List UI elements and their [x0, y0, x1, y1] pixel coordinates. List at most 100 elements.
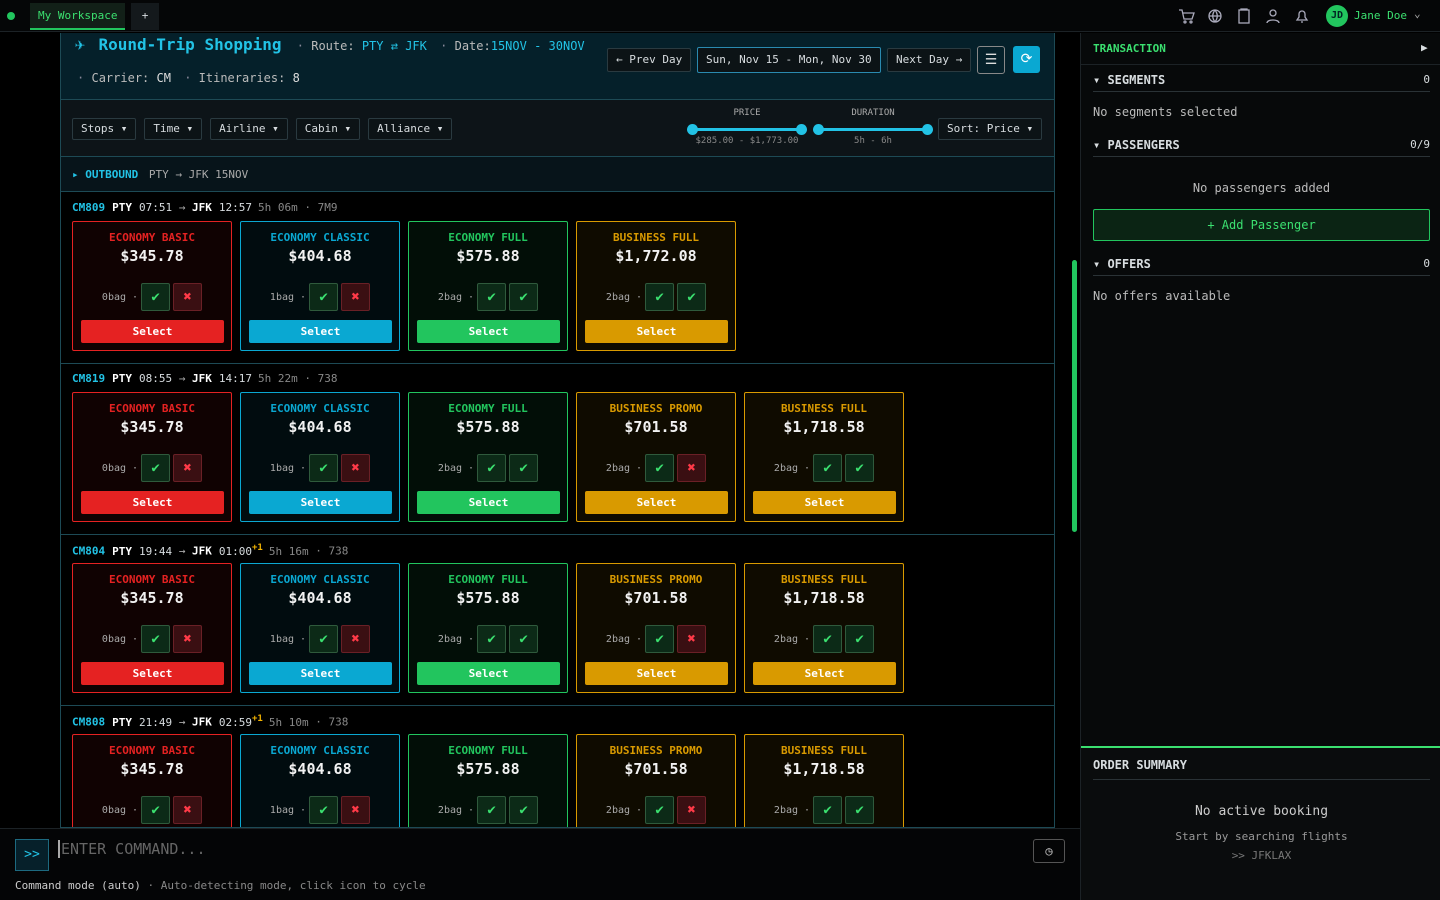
price-handle[interactable] [687, 124, 698, 135]
price: $1,718.58 [745, 760, 903, 778]
origin: PTY [112, 201, 132, 214]
fare-card[interactable]: ECONOMY CLASSIC$404.681bag ·✔✖Select [240, 392, 400, 522]
fare-card[interactable]: ECONOMY FULL$575.882bag ·✔✔Select [408, 734, 568, 828]
command-input[interactable]: ENTER COMMAND... [58, 840, 206, 858]
origin: PTY [112, 545, 132, 558]
select-button[interactable]: Select [249, 320, 392, 343]
sep: · [630, 292, 642, 303]
fare-card[interactable]: ECONOMY CLASSIC$404.681bag ·✔✖Select [240, 221, 400, 351]
fare-card[interactable]: ECONOMY BASIC$345.780bag ·✔✖Select [72, 734, 232, 828]
filter-text[interactable]: Alliance [377, 122, 430, 135]
fare-card[interactable]: BUSINESS FULL$1,718.582bag ·✔✔Select [744, 563, 904, 693]
search-header: ✈ Round-Trip Shopping · Route: PTY ⇄ JFK… [61, 33, 1054, 100]
command-mode-icon[interactable]: >> [15, 839, 49, 871]
price: $404.68 [241, 589, 399, 607]
price-slider[interactable] [692, 128, 802, 131]
order-hint: Start by searching flights [1093, 830, 1430, 843]
fare-card[interactable]: ECONOMY FULL$575.882bag ·✔✔Select [408, 563, 568, 693]
caret[interactable]: ▾ [430, 122, 443, 135]
add-passenger[interactable]: + Add Passenger [1093, 209, 1430, 241]
filter-text[interactable]: Stops [81, 122, 114, 135]
scrollbar[interactable] [1070, 33, 1078, 828]
segments-header[interactable]: ▾ SEGMENTS0 [1093, 73, 1430, 92]
scroll-thumb[interactable] [1072, 260, 1077, 532]
fare-card[interactable]: BUSINESS FULL$1,772.082bag ·✔✔Select [576, 221, 736, 351]
refresh-button[interactable]: ⟳ [1013, 46, 1040, 73]
duration-slider[interactable] [818, 128, 928, 131]
duration-handle[interactable] [922, 124, 933, 135]
fare-card[interactable]: BUSINESS FULL$1,718.582bag ·✔✔Select [744, 734, 904, 828]
fare-card[interactable]: ECONOMY FULL$575.882bag ·✔✔Select [408, 221, 568, 351]
bag: 2bag [606, 805, 630, 816]
fare-card[interactable]: BUSINESS PROMO$701.582bag ·✔✖Select [576, 734, 736, 828]
select-button[interactable]: Select [417, 491, 560, 514]
sep: · [462, 805, 474, 816]
select-button[interactable]: Select [585, 662, 728, 685]
sep: · [298, 372, 318, 385]
select-button[interactable]: Select [249, 662, 392, 685]
price: $345.78 [73, 418, 231, 436]
next-day[interactable]: Next Day → [887, 48, 971, 72]
outbound-header[interactable]: ▸ OUTBOUND PTY → JFK 15NOV [61, 157, 1054, 192]
fare-card[interactable]: ECONOMY CLASSIC$404.681bag ·✔✖Select [240, 563, 400, 693]
fare-card[interactable]: ECONOMY BASIC$345.780bag ·✔✖Select [72, 221, 232, 351]
filter-text[interactable]: Airline [219, 122, 265, 135]
bag: 0bag [102, 463, 126, 474]
filter-text[interactable]: Time [153, 122, 180, 135]
sort-text[interactable]: Sort: Price [947, 122, 1020, 135]
select-button[interactable]: Select [249, 491, 392, 514]
filter-list: Stops ▾Time ▾Airline ▾Cabin ▾Alliance ▾ [72, 118, 460, 140]
transaction-title: TRANSACTION [1093, 42, 1166, 55]
feature-icon: ✔ [845, 454, 874, 482]
workspace-tab[interactable]: My Workspace [30, 3, 125, 30]
filter-button[interactable]: Cabin ▾ [296, 118, 360, 140]
passengers-header[interactable]: ▾ PASSENGERS0/9 [1093, 138, 1430, 157]
date-range[interactable]: Sun, Nov 15 - Mon, Nov 30 [697, 47, 881, 73]
caret[interactable]: ▾ [114, 122, 127, 135]
select-button[interactable]: Select [81, 320, 224, 343]
duration-handle[interactable] [813, 124, 824, 135]
fare-card[interactable]: ECONOMY FULL$575.882bag ·✔✔Select [408, 392, 568, 522]
select-button[interactable]: Select [585, 491, 728, 514]
select-button[interactable]: Select [753, 491, 896, 514]
caret[interactable]: ▾ [338, 122, 351, 135]
menu-button[interactable]: ☰ [977, 46, 1005, 74]
filter-text[interactable]: Cabin [305, 122, 338, 135]
filter-button[interactable]: Stops ▾ [72, 118, 136, 140]
select-button[interactable]: Select [81, 491, 224, 514]
avatar[interactable]: JD [1326, 5, 1348, 27]
transaction-toggle[interactable]: ▶ [1421, 41, 1428, 54]
filter-button[interactable]: Airline ▾ [210, 118, 288, 140]
fare-card[interactable]: ECONOMY CLASSIC$404.681bag ·✔✖Select [240, 734, 400, 828]
select-button[interactable]: Select [585, 320, 728, 343]
fare-card[interactable]: BUSINESS PROMO$701.582bag ·✔✖Select [576, 392, 736, 522]
filter-button[interactable]: Alliance ▾ [368, 118, 452, 140]
route-to: JFK [405, 39, 427, 53]
fare-card[interactable]: BUSINESS FULL$1,718.582bag ·✔✔Select [744, 392, 904, 522]
cabin: ECONOMY FULL [409, 573, 567, 586]
select-button[interactable]: Select [753, 662, 896, 685]
fare-card[interactable]: BUSINESS PROMO$701.582bag ·✔✖Select [576, 563, 736, 693]
filter-button[interactable]: Time ▾ [144, 118, 202, 140]
sep: · [298, 201, 318, 214]
bag: 0bag [102, 634, 126, 645]
toolbar-icons[interactable] [1176, 6, 1316, 26]
fare-card[interactable]: ECONOMY BASIC$345.780bag ·✔✖Select [72, 563, 232, 693]
sort-select[interactable]: Sort: Price ▾ [938, 118, 1042, 140]
select-button[interactable]: Select [417, 662, 560, 685]
history-button[interactable]: ◷ [1033, 839, 1065, 863]
offers-header[interactable]: ▾ OFFERS0 [1093, 257, 1430, 276]
add-tab[interactable]: + [131, 3, 159, 30]
fare-card[interactable]: ECONOMY BASIC$345.780bag ·✔✖Select [72, 392, 232, 522]
caret[interactable]: ▾ [265, 122, 278, 135]
bag: 0bag [102, 805, 126, 816]
user-name[interactable]: Jane Doe [1354, 9, 1407, 22]
caret[interactable]: ▾ [180, 122, 193, 135]
prev-day[interactable]: ← Prev Day [607, 48, 691, 72]
select-button[interactable]: Select [417, 320, 560, 343]
select-button[interactable]: Select [81, 662, 224, 685]
feature-icon: ✖ [173, 625, 202, 653]
user-caret[interactable]: ⌄ [1414, 7, 1421, 20]
price-handle[interactable] [796, 124, 807, 135]
